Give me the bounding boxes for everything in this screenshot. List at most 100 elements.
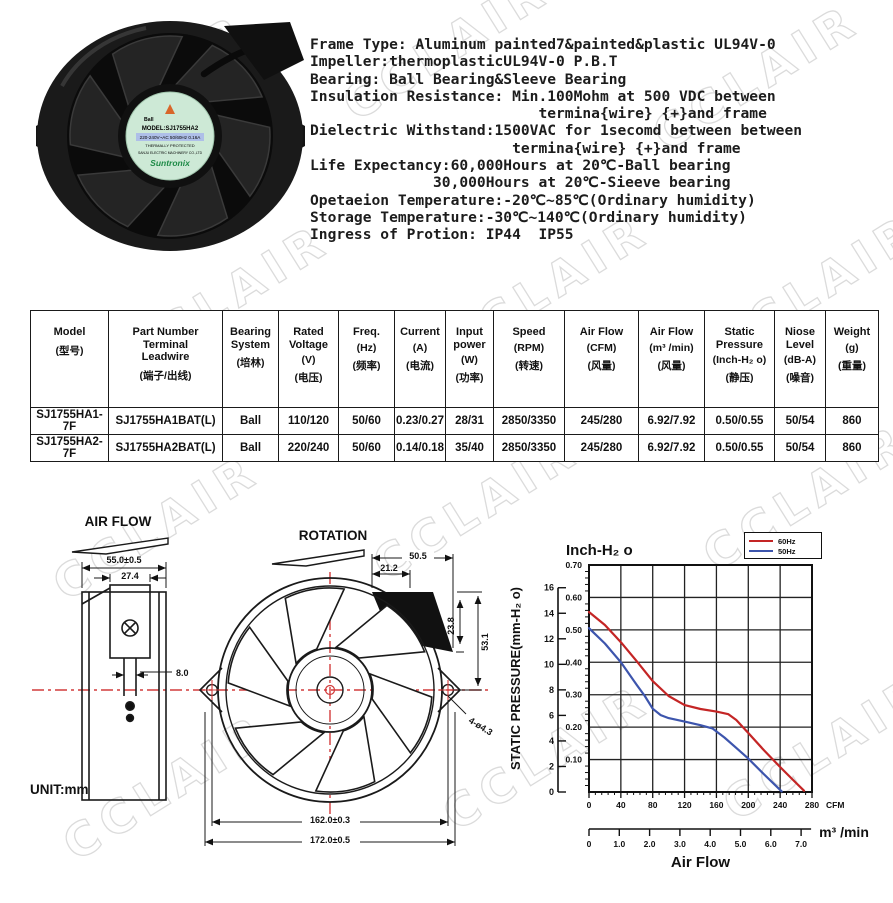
spec-line: Frame Type: Aluminum painted7&painted&pl… xyxy=(310,36,776,53)
dim-162: 162.0±0.3 xyxy=(310,815,350,825)
fan-blades xyxy=(69,35,271,237)
dim-50-5: 50.5 xyxy=(409,551,427,561)
svg-text:0.40: 0.40 xyxy=(565,657,582,667)
svg-text:0.30: 0.30 xyxy=(565,690,582,700)
col-header: Air Flow (m³ /min) (风量) xyxy=(637,310,705,408)
table-cell: SJ1755HA1-7F xyxy=(30,407,109,435)
fan-photo: Ball MODEL:SJ1755HA2 220-240V~AC 50/60Hz… xyxy=(36,21,305,251)
legend-swatch-50hz xyxy=(749,550,773,552)
table-cell: Ball xyxy=(222,407,279,435)
svg-text:2: 2 xyxy=(549,761,554,771)
table-cell: 50/60 xyxy=(338,407,395,435)
svg-text:CFM: CFM xyxy=(826,800,844,810)
label-mfr: SANJU ELECTRIC MACHINERY CO.,LTD xyxy=(138,151,203,155)
spec-line: Impeller:thermoplasticUL94V-0 P.B.T xyxy=(310,53,618,71)
table-cell: 6.92/7.92 xyxy=(637,407,705,435)
svg-text:7.0: 7.0 xyxy=(795,839,807,849)
table-row: SJ1755HA2-7F SJ1755HA2BAT(L) Ball 220/240 50… xyxy=(30,434,879,462)
series-50Hz xyxy=(587,627,783,793)
spec-line: 30,000Hours at 20℃-Sieeve bearing xyxy=(310,174,731,192)
table-cell: 220/240 xyxy=(278,434,339,462)
svg-text:2.0: 2.0 xyxy=(644,839,656,849)
svg-text:200: 200 xyxy=(741,800,755,810)
svg-text:6.0: 6.0 xyxy=(765,839,777,849)
svg-text:12: 12 xyxy=(544,634,554,644)
table-cell: 0.50/0.55 xyxy=(703,434,775,462)
spec-line: Bearing: Ball Bearing&Sleeve Bearing xyxy=(310,70,627,88)
col-header: Current (A) (电流) xyxy=(394,310,446,408)
svg-text:4.0: 4.0 xyxy=(704,839,716,849)
col-header: Niose Level (dB-A) (噪音) xyxy=(773,310,826,408)
chart-canvas: 0.100.200.300.400.500.600.700 40 80 120 160 2… xyxy=(508,560,869,871)
svg-text:80: 80 xyxy=(648,800,658,810)
table-cell: Ball xyxy=(222,434,279,462)
svg-text:16: 16 xyxy=(544,583,554,593)
spec-table-section: Model (型号) Part Number Terminal Leadwire (端… xyxy=(30,310,879,462)
corner-cap xyxy=(224,22,304,80)
unit-label: UNIT:mm xyxy=(30,782,89,797)
col-header: Input power (W) (功率) xyxy=(444,310,494,408)
svg-text:6: 6 xyxy=(549,710,554,720)
table-cell: 245/280 xyxy=(563,434,639,462)
spec-line: termina{wire} {+}and frame xyxy=(310,139,741,157)
legend-label: 60Hz xyxy=(778,536,796,546)
table-cell: 6.92/7.92 xyxy=(637,434,705,462)
technical-drawings: AIR FLOW 55.0±0.5 27.4 8.0 ROTATION xyxy=(30,514,494,846)
dim-27: 27.4 xyxy=(121,571,139,581)
svg-text:Air Flow: Air Flow xyxy=(671,854,730,871)
spec-line: Dielectric Withstand:1500VAC for 1secomd… xyxy=(310,122,803,140)
table-cell: 50/60 xyxy=(338,434,395,462)
svg-text:0.70: 0.70 xyxy=(565,560,582,570)
col-header: Weight (g) (重量) xyxy=(824,310,879,408)
legend-swatch-60hz xyxy=(749,540,773,542)
spec-line: Ingress of Protion: IP44 IP55 xyxy=(310,226,574,244)
table-row: SJ1755HA1-7F SJ1755HA1BAT(L) Ball 110/120 50… xyxy=(30,407,879,435)
label-protected: THERMALLY PROTECTED xyxy=(145,143,195,148)
svg-text:160: 160 xyxy=(709,800,723,810)
table-cell: SJ1755HA1BAT(L) xyxy=(108,407,223,435)
side-view: AIR FLOW 55.0±0.5 27.4 8.0 xyxy=(71,514,189,801)
table-cell: 860 xyxy=(824,434,879,462)
col-header: Static Pressure (Inch-H₂ o) (静压) xyxy=(703,310,775,408)
col-header: Speed (RPM) (转速) xyxy=(492,310,565,408)
svg-text:STATIC PRESSURE(mm-H₂ o): STATIC PRESSURE(mm-H₂ o) xyxy=(508,587,523,770)
svg-text:1.0: 1.0 xyxy=(613,839,625,849)
brand-logo xyxy=(165,104,175,114)
dim-172: 172.0±0.5 xyxy=(310,835,350,845)
svg-text:0.20: 0.20 xyxy=(565,722,582,732)
table-cell: 860 xyxy=(824,407,879,435)
svg-text:0: 0 xyxy=(587,839,592,849)
dim-21-2: 21.2 xyxy=(380,563,398,573)
rotation-arrow xyxy=(271,549,365,567)
table-cell: 50/54 xyxy=(773,434,826,462)
table-cell: 35/40 xyxy=(444,434,494,462)
col-header: Model (型号) xyxy=(30,310,109,408)
dim-55: 55.0±0.5 xyxy=(107,555,142,565)
table-cell: 0.50/0.55 xyxy=(703,407,775,435)
col-header: Freq. (Hz) (频率) xyxy=(338,310,395,408)
table-cell: 0.23/0.27 xyxy=(394,407,446,435)
svg-text:0: 0 xyxy=(587,800,592,810)
table-cell: 2850/3350 xyxy=(492,407,565,435)
col-header: Rated Voltage (V) (电压) xyxy=(278,310,339,408)
table-cell: 110/120 xyxy=(278,407,339,435)
svg-text:120: 120 xyxy=(677,800,691,810)
spec-line: Insulation Resistance: Min.100Mohm at 50… xyxy=(310,87,776,105)
spec-line: termina{wire} {+}and frame xyxy=(310,105,767,123)
svg-text:10: 10 xyxy=(544,659,554,669)
spec-line: Opetaeion Temperature:-20℃~85℃(Ordinary … xyxy=(310,191,756,209)
table-cell: SJ1755HA2BAT(L) xyxy=(108,434,223,462)
spec-text-block: Frame Type: Aluminum painted7&painted&pl… xyxy=(310,36,888,244)
air-flow-label: AIR FLOW xyxy=(85,514,152,529)
table-cell: 28/31 xyxy=(444,407,494,435)
svg-text:40: 40 xyxy=(616,800,626,810)
dim-8: 8.0 xyxy=(176,668,189,678)
dim-23-8: 23.8 xyxy=(446,617,456,635)
chart-title: Inch-H₂ o xyxy=(566,542,633,559)
svg-text:240: 240 xyxy=(773,800,787,810)
table-cell: 0.14/0.18 xyxy=(394,434,446,462)
dim-holes: 4-ø4.3 xyxy=(467,715,494,737)
air-flow-arrow xyxy=(71,537,169,555)
front-view: ROTATION xyxy=(198,528,494,846)
